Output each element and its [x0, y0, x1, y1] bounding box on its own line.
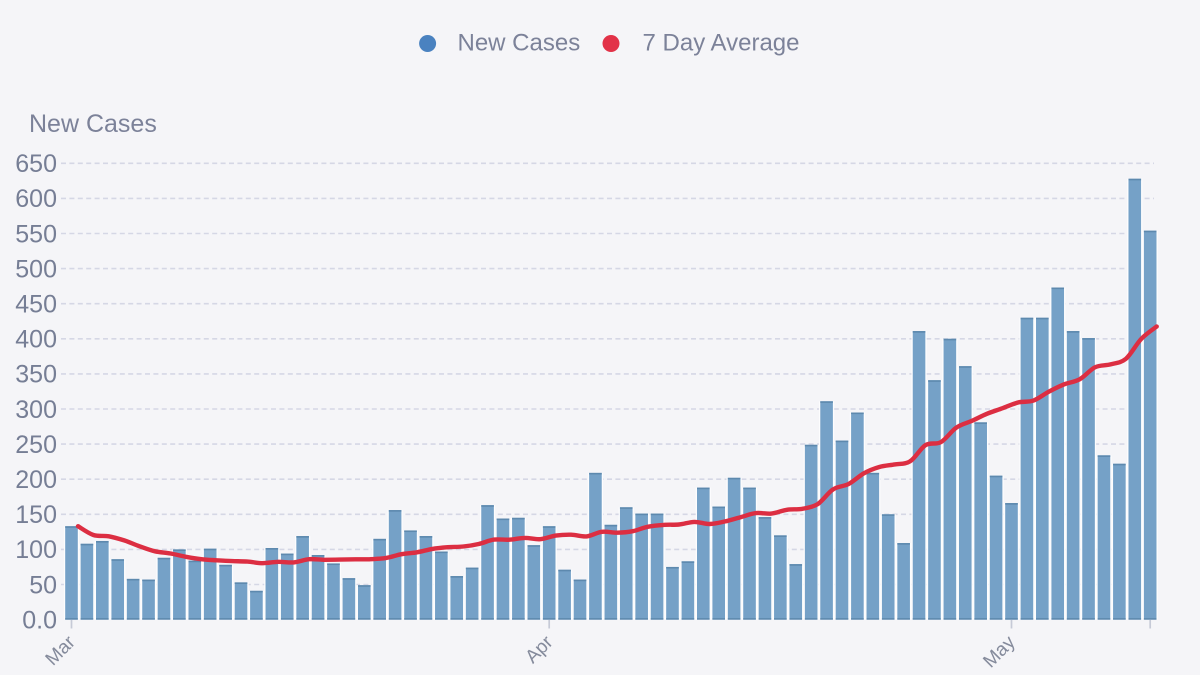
svg-text:7 Day Average: 7 Day Average: [643, 29, 800, 56]
svg-text:New Cases: New Cases: [458, 29, 581, 56]
svg-text:50: 50: [29, 571, 57, 599]
svg-text:500: 500: [15, 255, 57, 283]
svg-text:650: 650: [15, 150, 57, 178]
svg-text:600: 600: [15, 185, 57, 213]
svg-text:100: 100: [15, 536, 57, 564]
svg-text:200: 200: [15, 466, 57, 494]
svg-text:550: 550: [15, 220, 57, 248]
svg-text:250: 250: [15, 431, 57, 459]
svg-text:0.0: 0.0: [22, 606, 57, 634]
svg-text:New Cases: New Cases: [29, 110, 157, 138]
svg-text:300: 300: [15, 396, 57, 424]
svg-text:350: 350: [15, 361, 57, 389]
svg-text:400: 400: [15, 326, 57, 354]
svg-text:150: 150: [15, 501, 57, 529]
svg-text:450: 450: [15, 291, 57, 319]
